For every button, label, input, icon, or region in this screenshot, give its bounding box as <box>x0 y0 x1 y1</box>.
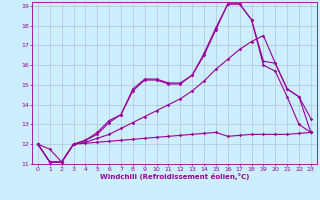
X-axis label: Windchill (Refroidissement éolien,°C): Windchill (Refroidissement éolien,°C) <box>100 173 249 180</box>
